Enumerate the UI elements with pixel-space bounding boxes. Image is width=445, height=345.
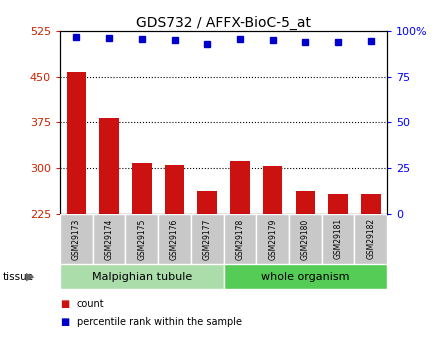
Bar: [224, 214, 256, 264]
Text: GSM29182: GSM29182: [366, 218, 375, 259]
Bar: [125, 214, 158, 264]
Bar: [191, 214, 224, 264]
Text: GSM29175: GSM29175: [138, 218, 146, 259]
Text: percentile rank within the sample: percentile rank within the sample: [77, 317, 242, 326]
Bar: [165, 165, 184, 214]
Text: count: count: [77, 299, 105, 308]
Bar: [158, 214, 191, 264]
Text: GSM29181: GSM29181: [334, 218, 343, 259]
Bar: [328, 194, 348, 214]
Text: GSM29174: GSM29174: [105, 218, 113, 259]
Bar: [295, 191, 315, 214]
Text: ■: ■: [60, 317, 69, 326]
Text: ■: ■: [60, 299, 69, 308]
Bar: [230, 161, 250, 214]
Text: Malpighian tubule: Malpighian tubule: [92, 272, 192, 282]
Bar: [93, 214, 125, 264]
Bar: [256, 214, 289, 264]
Bar: [60, 264, 224, 289]
Bar: [355, 214, 387, 264]
Bar: [99, 118, 119, 214]
Text: tissue: tissue: [2, 272, 33, 282]
Bar: [263, 166, 283, 214]
Bar: [132, 163, 152, 214]
Bar: [67, 72, 86, 214]
Title: GDS732 / AFFX-BioC-5_at: GDS732 / AFFX-BioC-5_at: [136, 16, 311, 30]
Bar: [198, 191, 217, 214]
Bar: [224, 264, 387, 289]
Text: GSM29178: GSM29178: [235, 218, 244, 259]
Bar: [361, 194, 380, 214]
Text: GSM29179: GSM29179: [268, 218, 277, 259]
Text: GSM29173: GSM29173: [72, 218, 81, 259]
Text: GSM29180: GSM29180: [301, 218, 310, 259]
Text: GSM29176: GSM29176: [170, 218, 179, 259]
Bar: [60, 214, 93, 264]
Text: GSM29177: GSM29177: [203, 218, 212, 259]
Text: ▶: ▶: [26, 272, 34, 282]
Bar: [322, 214, 355, 264]
Bar: [289, 214, 322, 264]
Text: whole organism: whole organism: [261, 272, 350, 282]
